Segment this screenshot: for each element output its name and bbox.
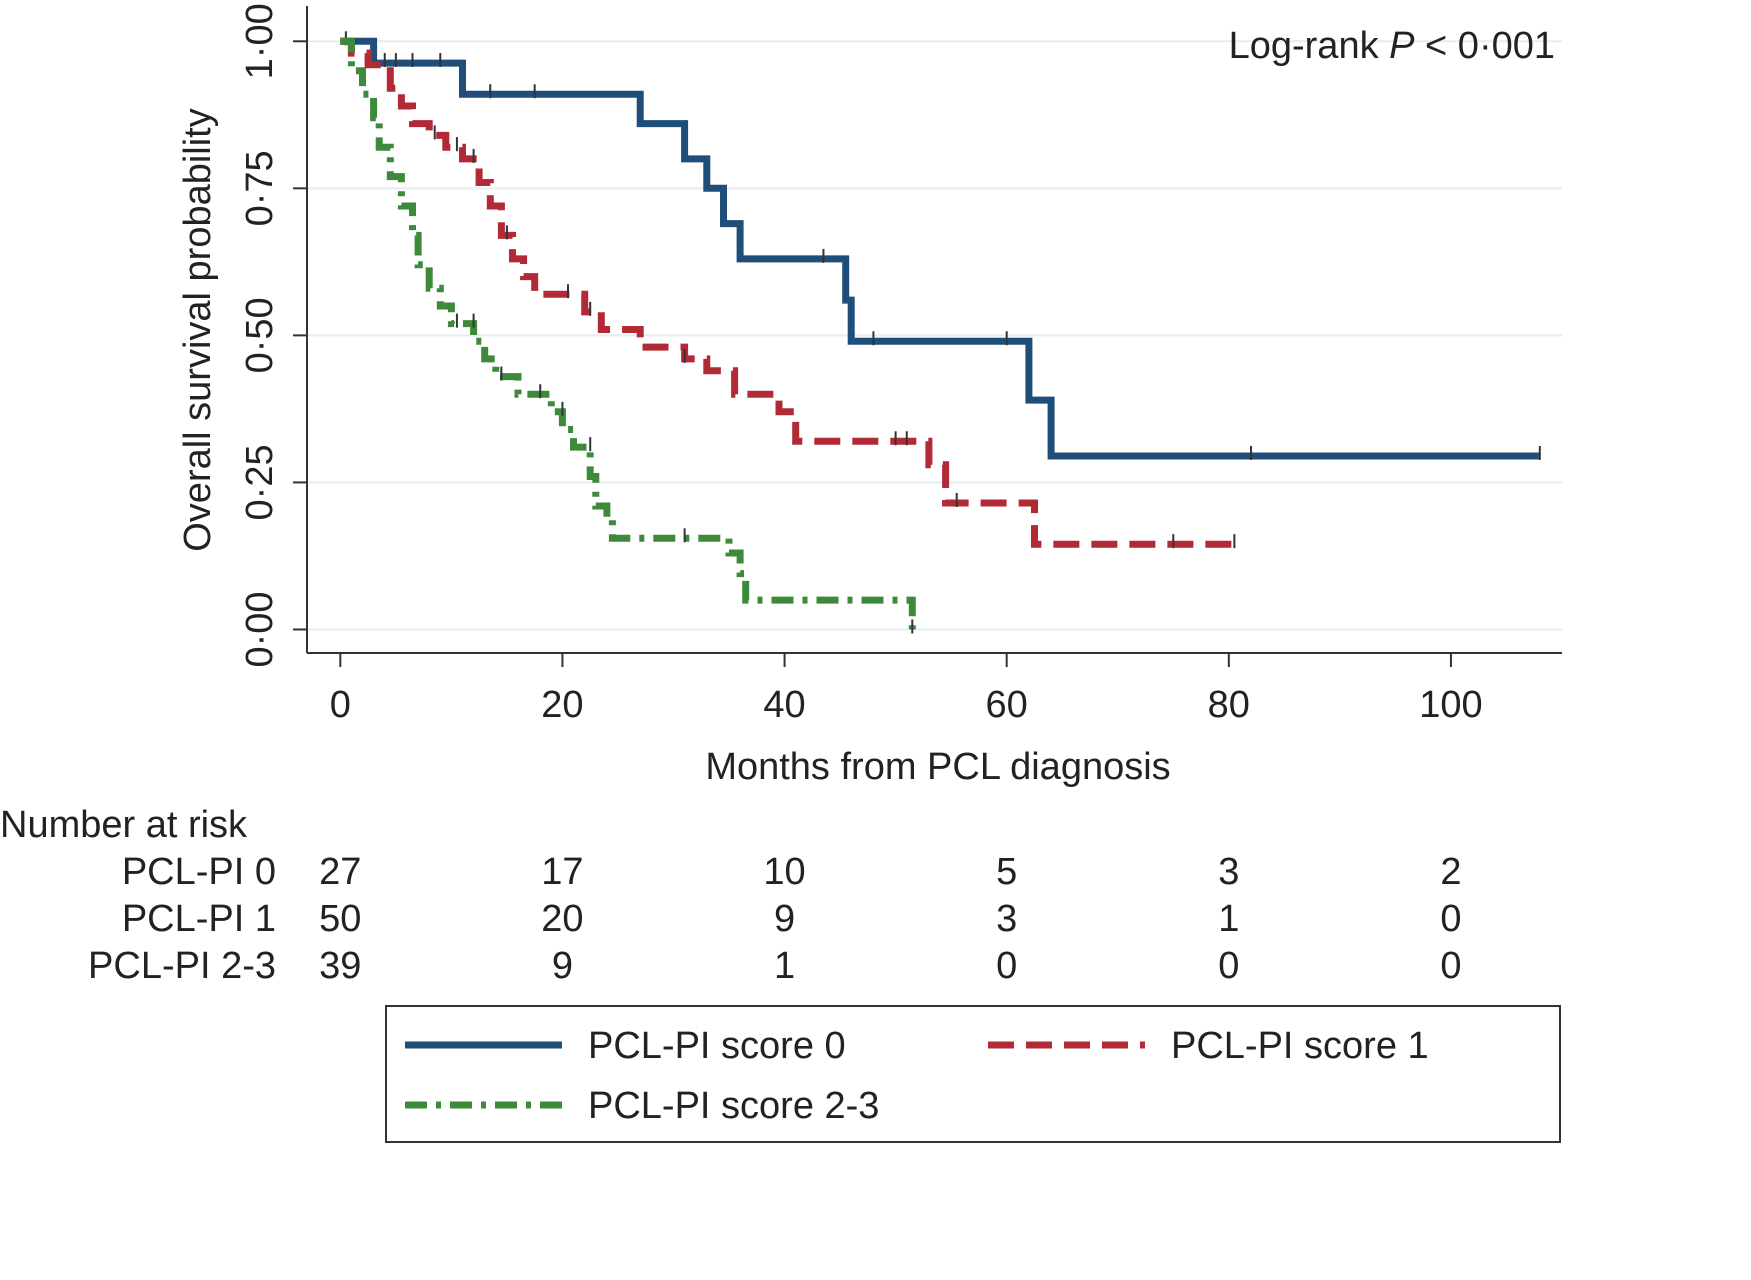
grid-lines bbox=[307, 40, 1562, 631]
y-tick-label: 0·50 bbox=[239, 297, 281, 373]
y-tick-label: 0·75 bbox=[239, 150, 281, 226]
x-tick-label: 100 bbox=[1419, 684, 1482, 726]
survival-curves bbox=[340, 31, 1541, 634]
risk-count: 9 bbox=[774, 898, 795, 940]
legend-label: PCL-PI score 0 bbox=[588, 1025, 846, 1067]
logrank-prefix: Log-rank bbox=[1229, 25, 1390, 67]
y-tick-label: 0·00 bbox=[239, 591, 281, 667]
risk-count: 20 bbox=[541, 898, 583, 940]
axes: 0·00 0·25 0·50 0·75 1·00 0 20 40 60 80 100 bbox=[239, 3, 1562, 726]
chart-text: Months from PCL diagnosis Overall surviva… bbox=[177, 25, 1555, 788]
risk-count: 1 bbox=[774, 945, 795, 987]
pcl-pi-score-0-curve bbox=[340, 37, 1540, 460]
y-axis-title: Overall survival probability bbox=[177, 108, 219, 552]
risk-row-label: PCL-PI 0 bbox=[122, 851, 276, 893]
y-tick-label: 1·00 bbox=[239, 3, 281, 79]
legend-label: PCL-PI score 2-3 bbox=[588, 1085, 879, 1127]
logrank-p: P bbox=[1389, 25, 1415, 67]
pcl-pi-score-2-3-curve bbox=[340, 37, 916, 630]
risk-count: 3 bbox=[996, 898, 1017, 940]
y-tick-label: 0·25 bbox=[239, 444, 281, 520]
risk-row-label: PCL-PI 1 bbox=[122, 898, 276, 940]
risk-count: 27 bbox=[319, 851, 361, 893]
legend: PCL-PI score 0 PCL-PI score 1 PCL-PI score… bbox=[385, 1005, 1561, 1143]
risk-count: 1 bbox=[1218, 898, 1239, 940]
x-tick-label: 0 bbox=[330, 684, 351, 726]
x-tick-label: 20 bbox=[541, 684, 583, 726]
x-tick-label: 80 bbox=[1208, 684, 1250, 726]
risk-count: 0 bbox=[996, 945, 1017, 987]
risk-count: 0 bbox=[1440, 898, 1461, 940]
risk-count: 10 bbox=[763, 851, 805, 893]
risk-count: 17 bbox=[541, 851, 583, 893]
risk-count: 0 bbox=[1218, 945, 1239, 987]
risk-table-title: Number at risk bbox=[0, 804, 248, 846]
legend-label: PCL-PI score 1 bbox=[1171, 1025, 1429, 1067]
risk-count: 39 bbox=[319, 945, 361, 987]
x-axis-title: Months from PCL diagnosis bbox=[705, 746, 1170, 788]
risk-count: 50 bbox=[319, 898, 361, 940]
km-survival-chart: 0·000·250·500·751·000 20 40 60 80 100 Months … bbox=[0, 3, 1562, 1143]
logrank-annotation: Log-rank P < 0·001 bbox=[1229, 25, 1555, 67]
legend-box bbox=[385, 1005, 1561, 1143]
risk-count: 9 bbox=[552, 945, 573, 987]
logrank-suffix: < 0·001 bbox=[1415, 25, 1556, 67]
x-tick-label: 40 bbox=[763, 684, 805, 726]
risk-count: 2 bbox=[1440, 851, 1461, 893]
pcl-pi-score-1-curve bbox=[340, 37, 1235, 548]
risk-count: 5 bbox=[996, 851, 1017, 893]
risk-row-label: PCL-PI 2-3 bbox=[88, 945, 276, 987]
risk-count: 3 bbox=[1218, 851, 1239, 893]
x-tick-label: 60 bbox=[986, 684, 1028, 726]
risk-count: 0 bbox=[1440, 945, 1461, 987]
